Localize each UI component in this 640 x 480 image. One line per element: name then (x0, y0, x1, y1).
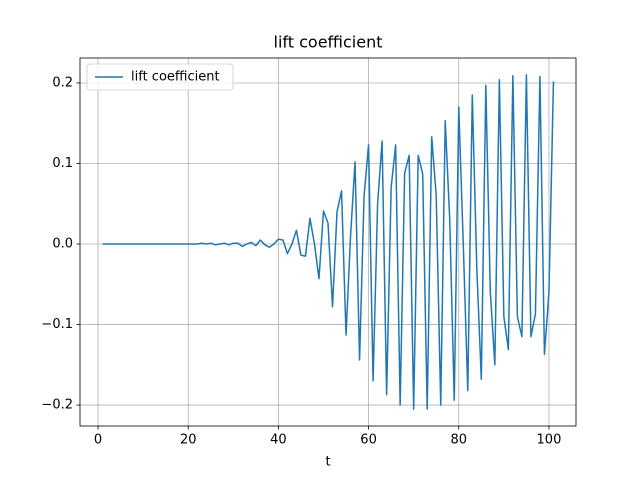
x-tick-label: 0 (94, 433, 102, 448)
y-tick-label: −0.2 (41, 398, 73, 413)
x-tick-label: 60 (360, 433, 377, 448)
x-tick-label: 40 (270, 433, 287, 448)
x-tick-label: 80 (450, 433, 467, 448)
y-tick-label: 0.2 (52, 75, 73, 90)
chart-title: lift coefficient (274, 33, 383, 52)
y-tick-label: 0.1 (52, 156, 73, 171)
legend-label: lift coefficient (131, 70, 220, 85)
x-axis-label: t (325, 455, 330, 470)
x-tick-label: 100 (537, 433, 562, 448)
y-tick-label: 0.0 (52, 237, 73, 252)
legend-box (86, 63, 234, 91)
y-tick-label: −0.1 (41, 317, 73, 332)
axes-frame (79, 57, 577, 427)
data-line (102, 74, 555, 410)
x-tick-label: 20 (180, 433, 197, 448)
